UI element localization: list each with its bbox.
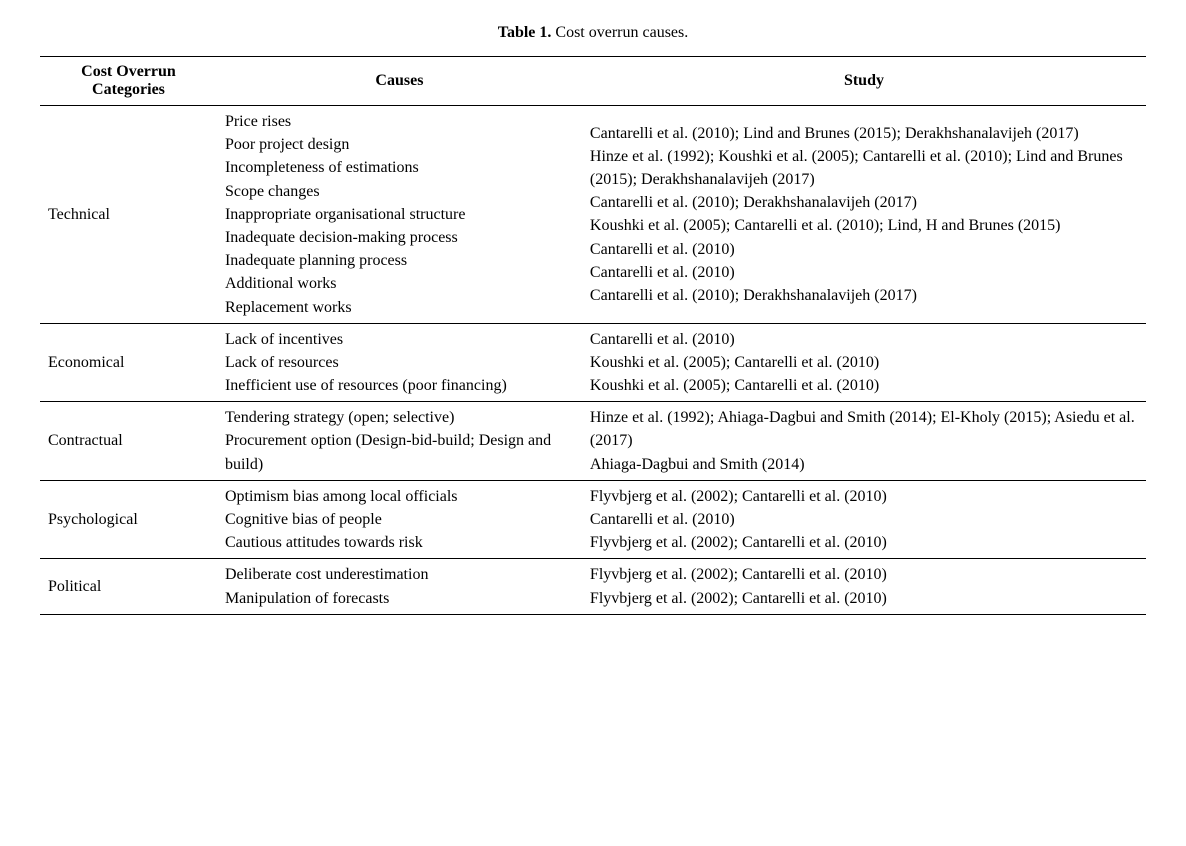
table-caption: Table 1. Cost overrun causes. [40,24,1146,42]
table-row: Technical Price risesPoor project design… [40,106,1146,324]
cell-category: Political [40,559,217,614]
table-header-row: Cost Overrun Categories Causes Study [40,57,1146,106]
cell-study: Hinze et al. (1992); Ahiaga-Dagbui and S… [582,402,1146,481]
cell-category: Economical [40,323,217,402]
table-row: Psychological Optimism bias among local … [40,480,1146,559]
header-causes: Causes [217,57,582,106]
table-row: Economical Lack of incentivesLack of res… [40,323,1146,402]
cell-category: Contractual [40,402,217,481]
header-categories: Cost Overrun Categories [40,57,217,106]
cell-study: Cantarelli et al. (2010)Koushki et al. (… [582,323,1146,402]
cell-category: Psychological [40,480,217,559]
table-row: Political Deliberate cost underestimatio… [40,559,1146,614]
table-caption-label: Table 1. [498,24,552,41]
cell-causes: Deliberate cost underestimationManipulat… [217,559,582,614]
cell-study: Cantarelli et al. (2010); Lind and Brune… [582,106,1146,324]
table-row: Contractual Tendering strategy (open; se… [40,402,1146,481]
cell-category: Technical [40,106,217,324]
cell-causes: Lack of incentivesLack of resourcesIneff… [217,323,582,402]
cell-causes: Tendering strategy (open; selective)Proc… [217,402,582,481]
cell-study: Flyvbjerg et al. (2002); Cantarelli et a… [582,480,1146,559]
table-caption-text: Cost overrun causes. [551,24,688,41]
cell-causes: Price risesPoor project designIncomplete… [217,106,582,324]
cost-overrun-table: Cost Overrun Categories Causes Study Tec… [40,56,1146,615]
header-study: Study [582,57,1146,106]
cell-causes: Optimism bias among local officialsCogni… [217,480,582,559]
cell-study: Flyvbjerg et al. (2002); Cantarelli et a… [582,559,1146,614]
